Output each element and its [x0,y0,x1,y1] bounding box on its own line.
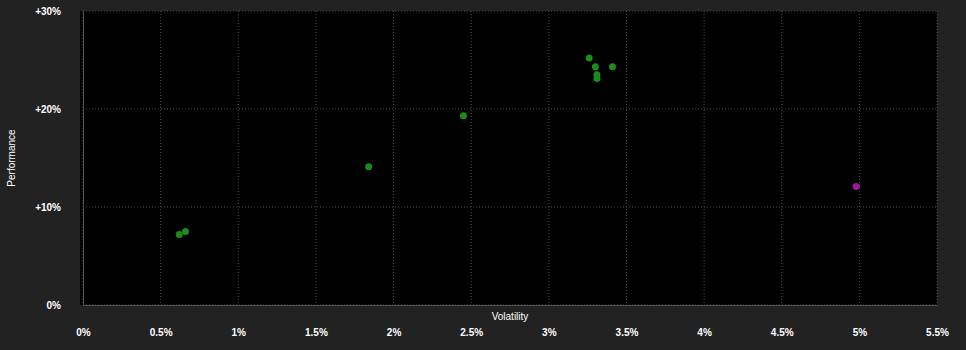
grid-line [937,11,938,305]
grid-line [83,305,937,306]
y-axis: 0% +10% +20% +30% [35,6,83,311]
tick: 0% [76,305,91,338]
y-axis-title: Performance [6,129,17,187]
grid-line [238,11,239,305]
tick-label: +30% [35,6,61,17]
grid-line [704,11,705,305]
axis-line [84,305,938,306]
point [592,63,599,70]
tick: 5.5% [926,305,949,338]
plot: 0% 0.5% 1% 1.5% 2% 2.5% 3% 3.5% 4% 4.5% 5% 5.5% 0% +1… [35,6,949,338]
tick-label: +10% [35,202,61,213]
plot-background [80,11,937,305]
tick: 2% [387,305,402,338]
tick-label: 2.5% [460,327,483,338]
tick-label: 2% [387,327,402,338]
grid-line [781,11,782,305]
tick: 3% [542,305,557,338]
grid-line [315,11,316,305]
point [586,55,593,62]
tick: +20% [35,104,83,115]
grid-line [471,11,472,305]
point [460,112,467,119]
tick: 2.5% [460,305,483,338]
points [176,55,860,238]
tick: 0% [47,300,83,311]
tick-label: 4.5% [771,327,794,338]
x-axis-title: Volatility [492,311,529,322]
grid-line [160,11,161,305]
grid-line [83,109,937,110]
tick-label: 0.5% [150,327,173,338]
grid-line [83,11,84,305]
tick-label: 1.5% [305,327,328,338]
point [593,75,600,82]
tick: 1% [232,305,247,338]
point [365,163,372,170]
grid-line [83,11,937,12]
point [853,183,860,190]
grid-line [393,11,394,305]
tick-label: 5% [853,327,868,338]
chart: 0% 0.5% 1% 1.5% 2% 2.5% 3% 3.5% 4% 4.5% 5% 5.5% 0% +1… [0,0,966,350]
grid-line [83,207,937,208]
x-axis: 0% 0.5% 1% 1.5% 2% 2.5% 3% 3.5% 4% 4.5% 5% 5.5% [76,305,949,338]
tick: 0.5% [150,305,173,338]
grid-line [548,11,549,305]
tick: 3.5% [616,305,639,338]
tick: 1.5% [305,305,328,338]
tick-label: 0% [76,327,91,338]
tick-label: 3.5% [616,327,639,338]
tick-label: 3% [542,327,557,338]
tick-label: 4% [697,327,712,338]
axis-line [83,12,84,306]
tick: 5% [853,305,868,338]
point [609,63,616,70]
grid-line [626,11,627,305]
tick-label: 0% [47,300,62,311]
point [176,231,183,238]
point [182,228,189,235]
tick: +30% [35,6,83,17]
tick-label: 1% [232,327,247,338]
tick-label: 5.5% [926,327,949,338]
grid-line [859,11,860,305]
tick-label: +20% [35,104,61,115]
grid [83,11,937,305]
tick: 4.5% [771,305,794,338]
tick: 4% [697,305,712,338]
tick: +10% [35,202,83,213]
